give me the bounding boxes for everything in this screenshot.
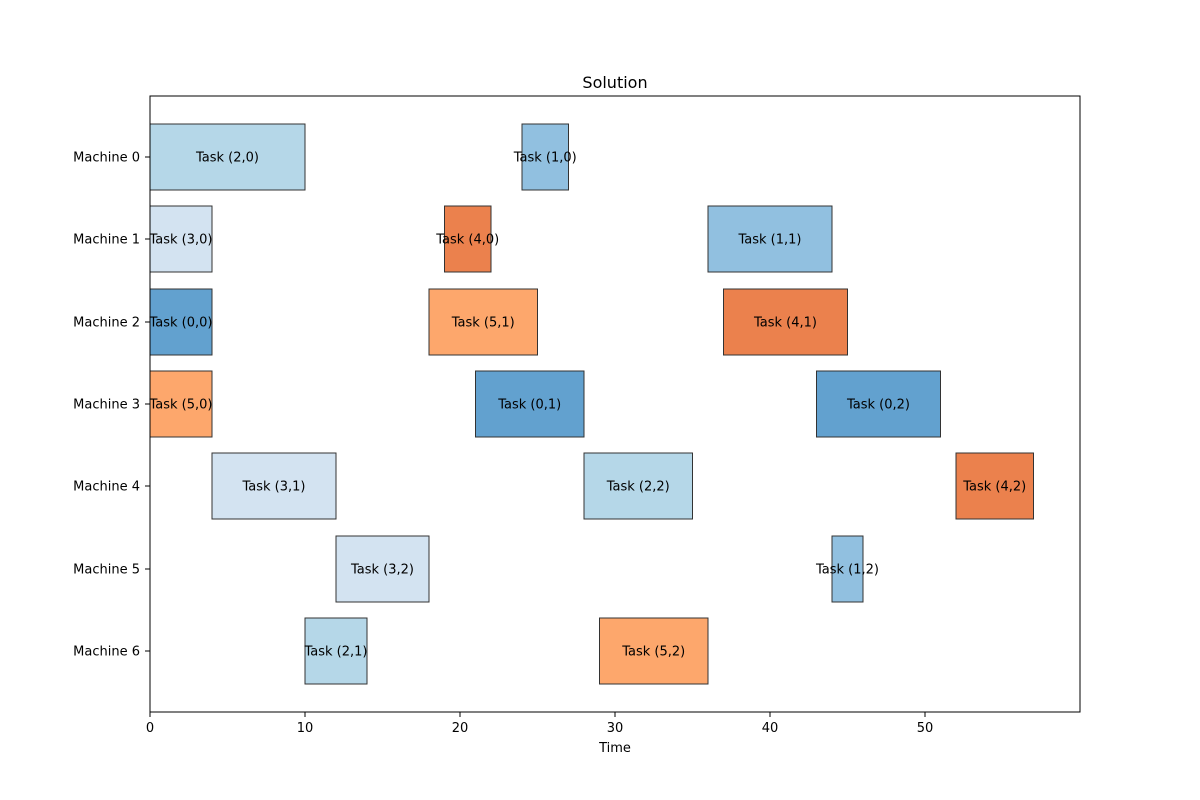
y-tick-label: Machine 5 <box>73 563 140 578</box>
task-label: Task (1,0) <box>513 151 577 166</box>
task-label: Task (2,0) <box>195 151 259 166</box>
y-axis: Machine 0 Machine 1 Machine 2 Machine 3 Mach… <box>73 151 150 660</box>
task-bar <box>955 452 1034 520</box>
task-label: Task (3,0) <box>148 233 212 248</box>
task-bar <box>428 288 538 356</box>
task-bar <box>211 452 337 520</box>
task-bar <box>335 535 430 603</box>
x-axis: 0 10 20 30 40 50 <box>146 712 933 736</box>
task-bar <box>149 205 213 273</box>
task-label: Task (2,1) <box>303 645 367 660</box>
task-bar <box>304 617 368 685</box>
task-label: Task (5,0) <box>148 398 212 413</box>
task-bar <box>521 123 569 191</box>
task-bar <box>831 535 864 603</box>
task-bar <box>583 452 693 520</box>
task-label: Task (3,2) <box>350 563 414 578</box>
task-label: Task (5,2) <box>621 645 685 660</box>
task-bar <box>599 617 709 685</box>
x-tick-label: 0 <box>146 721 154 736</box>
task-bar <box>444 205 492 273</box>
task-label: Task (3,1) <box>241 480 305 495</box>
task-label: Task (0,1) <box>497 398 561 413</box>
chart-title: Solution <box>582 73 647 92</box>
x-tick-label: 10 <box>297 721 314 736</box>
y-tick-label: Machine 6 <box>73 645 140 660</box>
task-label: Task (4,1) <box>753 316 817 331</box>
task-bar <box>723 288 848 356</box>
task-label: Task (0,0) <box>148 316 212 331</box>
task-label: Task (5,1) <box>451 316 515 331</box>
task-bars: Task (2,0) Task (1,0) Task (3,0) Task (4,0)… <box>148 123 1034 685</box>
task-label: Task (2,2) <box>606 480 670 495</box>
task-bar <box>816 370 941 438</box>
plot-frame <box>149 95 1081 713</box>
task-label: Task (1,2) <box>815 563 879 578</box>
x-tick-label: 20 <box>452 721 469 736</box>
x-axis-title: Time <box>598 741 631 756</box>
x-tick-label: 30 <box>607 721 624 736</box>
task-label: Task (4,2) <box>962 480 1026 495</box>
task-label: Task (1,1) <box>737 233 801 248</box>
task-label: Task (4,0) <box>435 233 499 248</box>
x-tick-label: 50 <box>917 721 934 736</box>
y-tick-label: Machine 3 <box>73 398 140 413</box>
task-label: Task (0,2) <box>846 398 910 413</box>
task-bar <box>475 370 585 438</box>
x-tick-label: 40 <box>762 721 779 736</box>
y-tick-label: Machine 1 <box>73 233 140 248</box>
task-bar <box>149 123 306 191</box>
y-tick-label: Machine 4 <box>73 480 140 495</box>
y-tick-label: Machine 2 <box>73 316 140 331</box>
y-tick-label: Machine 0 <box>73 151 140 166</box>
task-bar <box>707 205 833 273</box>
